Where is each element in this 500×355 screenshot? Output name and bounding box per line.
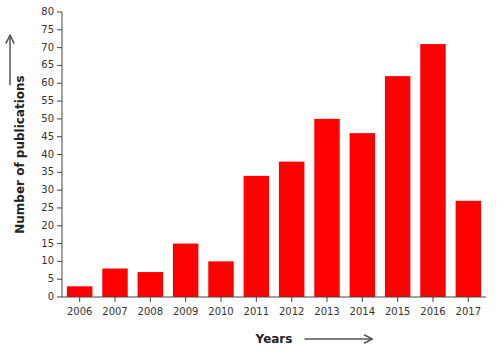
tick-label: 2009: [173, 306, 198, 317]
chart-container: 0 5 10 15 20 25 30 35 40 45 50 55 60 65 70 75 80 2006 2007…: [0, 0, 500, 355]
tick-label: 2013: [314, 306, 339, 317]
bar: [314, 119, 339, 297]
tick-label: 40: [41, 149, 54, 160]
y-direction-arrow: [9, 35, 11, 85]
tick-mark: [57, 297, 62, 298]
tick-mark: [327, 297, 328, 302]
bar: [385, 76, 410, 297]
tick-mark: [57, 101, 62, 102]
bar: [244, 176, 269, 297]
tick-label: 50: [41, 113, 54, 124]
tick-mark: [115, 297, 116, 302]
tick-label: 2008: [138, 306, 163, 317]
bar: [279, 162, 304, 297]
tick-mark: [57, 279, 62, 280]
tick-label: 2014: [350, 306, 375, 317]
tick-label: 2010: [208, 306, 233, 317]
bars: [67, 44, 481, 297]
bar: [173, 244, 198, 297]
tick-mark: [57, 118, 62, 119]
tick-label: 2006: [67, 306, 92, 317]
tick-label: 2016: [420, 306, 445, 317]
tick-mark: [362, 297, 363, 302]
bar: [67, 286, 92, 297]
tick-mark: [57, 207, 62, 208]
tick-label: 15: [41, 238, 54, 249]
y-axis: 0 5 10 15 20 25 30 35 40 45 50 55 60 65 70 75 80: [41, 6, 62, 302]
tick-mark: [57, 225, 62, 226]
tick-label: 35: [41, 166, 54, 177]
tick-label: 55: [41, 95, 54, 106]
tick-label: 2017: [456, 306, 481, 317]
tick-label: 0: [48, 291, 54, 302]
tick-mark: [57, 136, 62, 137]
tick-mark: [57, 172, 62, 173]
tick-label: 10: [41, 255, 54, 266]
tick-label: 80: [41, 6, 54, 17]
bar: [138, 272, 163, 297]
tick-mark: [221, 297, 222, 302]
tick-mark: [57, 154, 62, 155]
tick-label: 75: [41, 24, 54, 35]
tick-mark: [468, 297, 469, 302]
tick-mark: [57, 190, 62, 191]
tick-label: 65: [41, 59, 54, 70]
bar: [350, 133, 375, 297]
x-axis: 2006 2007 2008 2009 2010 2011 2012 2013 2014 2015…: [67, 297, 481, 317]
tick-label: 2015: [385, 306, 410, 317]
bar: [420, 44, 445, 297]
chart: 0 5 10 15 20 25 30 35 40 45 50 55 60 65 70 75 80 2006 2007…: [0, 0, 500, 355]
tick-mark: [150, 297, 151, 302]
tick-label: 60: [41, 77, 54, 88]
y-axis-line: [62, 12, 63, 297]
tick-mark: [291, 297, 292, 302]
tick-mark: [256, 297, 257, 302]
tick-mark: [57, 243, 62, 244]
bar: [208, 261, 233, 297]
tick-label: 5: [48, 273, 54, 284]
tick-mark: [57, 83, 62, 84]
tick-label: 2011: [244, 306, 269, 317]
x-axis-line: [62, 297, 486, 298]
bar: [102, 269, 127, 298]
tick-mark: [57, 65, 62, 66]
tick-mark: [433, 297, 434, 302]
tick-mark: [397, 297, 398, 302]
tick-mark: [57, 47, 62, 48]
tick-label: 2007: [102, 306, 127, 317]
tick-mark: [185, 297, 186, 302]
tick-mark: [57, 12, 62, 13]
tick-label: 30: [41, 184, 54, 195]
tick-mark: [57, 261, 62, 262]
tick-mark: [79, 297, 80, 302]
bar: [456, 201, 481, 297]
tick-label: 70: [41, 42, 54, 53]
tick-label: 2012: [279, 306, 304, 317]
y-axis-label: Number of publications: [13, 75, 27, 234]
x-direction-arrow: [304, 338, 372, 340]
tick-label: 45: [41, 131, 54, 142]
tick-label: 25: [41, 202, 54, 213]
x-axis-label: Years: [255, 332, 293, 346]
tick-label: 20: [41, 220, 54, 231]
tick-mark: [57, 29, 62, 30]
